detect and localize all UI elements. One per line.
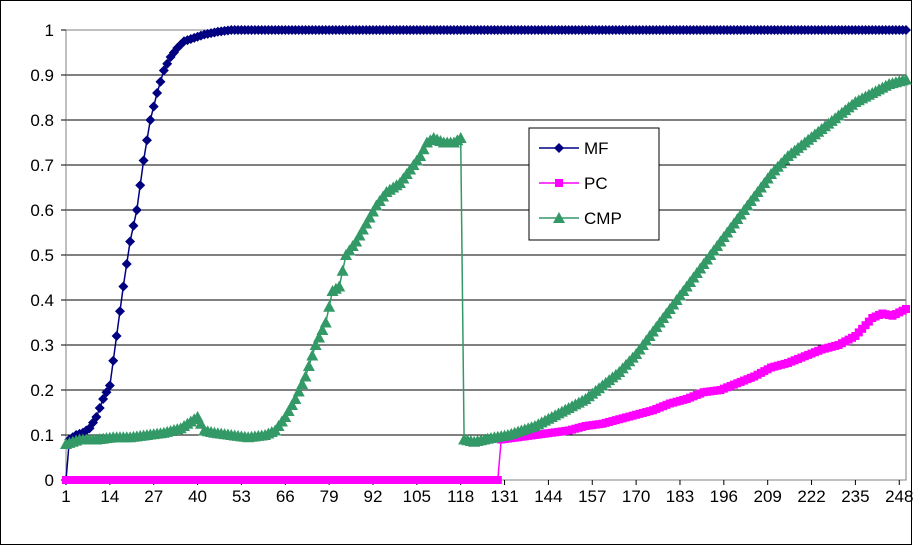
x-tick-label: 235 — [841, 487, 869, 506]
data-point-cmp — [323, 300, 336, 312]
x-tick-label: 248 — [885, 487, 913, 506]
data-point-pc — [493, 476, 502, 484]
data-point-cmp — [299, 370, 312, 382]
legend-box — [528, 127, 660, 241]
data-point-mf — [152, 88, 163, 98]
data-point-mf — [104, 380, 115, 391]
series-cmp — [60, 73, 912, 449]
data-point-mf — [121, 259, 132, 269]
data-point-cmp — [417, 143, 430, 155]
x-tick-label: 105 — [403, 487, 431, 506]
y-tick-label: 0.3 — [30, 336, 54, 355]
x-tick-label: 209 — [753, 487, 781, 506]
x-tick-label: 40 — [188, 487, 207, 506]
x-tick-label: 118 — [447, 487, 474, 506]
x-tick-label: 1 — [61, 487, 70, 506]
x-tick-label: 27 — [144, 487, 163, 506]
data-point-cmp — [350, 235, 363, 247]
data-point-mf — [131, 205, 142, 215]
data-point-cmp — [279, 411, 292, 422]
data-point-mf — [141, 135, 152, 146]
x-tick-label: 196 — [710, 487, 738, 506]
legend: MF PC CMP — [528, 127, 660, 241]
data-point-mf — [148, 101, 159, 112]
data-point-cmp — [319, 316, 332, 328]
data-point-cmp — [356, 223, 369, 235]
data-point-cmp — [360, 217, 373, 229]
x-tick-label: 79 — [320, 487, 339, 506]
data-point-mf — [108, 355, 119, 366]
x-tick-label: 131 — [490, 487, 518, 506]
data-point-cmp — [289, 393, 302, 404]
x-tick-label: 170 — [622, 487, 650, 506]
series-layer — [60, 25, 912, 485]
data-point-cmp — [363, 211, 376, 223]
y-tick-label: 0.2 — [30, 381, 54, 400]
data-point-cmp — [302, 360, 315, 371]
data-point-cmp — [900, 73, 912, 85]
legend-label-cmp: CMP — [584, 209, 622, 228]
x-tick-label: 53 — [232, 487, 251, 506]
legend-label-pc: PC — [584, 174, 608, 193]
data-point-mf — [135, 180, 146, 191]
data-point-mf — [114, 306, 125, 317]
axis-ticks: 0 0.1 0.2 0.3 0.4 0.5 0.6 0.7 0.8 0.9 1 1 14 27 40 53 66… — [30, 21, 913, 506]
legend-marker-pc — [555, 179, 563, 187]
data-point-cmp — [296, 378, 309, 389]
data-point-mf — [101, 387, 112, 398]
data-point-cmp — [286, 399, 299, 410]
data-point-cmp — [333, 280, 346, 292]
data-point-cmp — [414, 150, 427, 161]
data-point-cmp — [454, 132, 467, 143]
data-point-mf — [162, 58, 173, 69]
data-point-cmp — [282, 405, 295, 416]
data-point-mf — [125, 236, 136, 247]
data-point-mf — [158, 65, 169, 76]
x-tick-label: 222 — [797, 487, 825, 506]
data-point-mf — [138, 155, 149, 166]
y-tick-label: 0.4 — [30, 291, 54, 310]
data-point-cmp — [306, 349, 319, 361]
data-point-cmp — [316, 324, 329, 335]
data-point-mf — [91, 412, 102, 422]
series-pc — [62, 305, 910, 484]
data-point-cmp — [353, 229, 366, 241]
legend-label-mf: MF — [584, 139, 609, 158]
y-tick-label: 0.7 — [30, 156, 54, 175]
data-point-pc — [902, 305, 910, 313]
data-point-mf — [111, 331, 122, 341]
y-tick-label: 1 — [45, 21, 54, 40]
data-point-mf — [98, 394, 109, 404]
x-tick-label: 92 — [364, 487, 383, 506]
x-tick-label: 144 — [534, 487, 562, 506]
x-tick-label: 157 — [578, 487, 606, 506]
y-tick-label: 0.9 — [30, 66, 54, 85]
data-point-cmp — [292, 385, 305, 397]
data-point-cmp — [336, 264, 349, 276]
y-tick-label: 0 — [45, 471, 54, 490]
y-tick-label: 0.1 — [30, 426, 54, 445]
data-point-mf — [901, 25, 911, 35]
data-point-mf — [118, 281, 129, 292]
data-point-cmp — [366, 205, 379, 217]
data-point-mf — [155, 76, 166, 87]
legend-marker-mf — [554, 143, 564, 153]
series-mf — [61, 25, 911, 485]
x-tick-label: 183 — [666, 487, 694, 506]
legend-marker-cmp — [553, 212, 565, 223]
data-point-cmp — [309, 339, 322, 350]
x-tick-label: 66 — [276, 487, 295, 506]
x-tick-label: 14 — [100, 487, 119, 506]
gridlines — [66, 74, 906, 436]
data-point-mf — [94, 403, 105, 413]
data-point-cmp — [313, 331, 326, 343]
y-tick-label: 0.6 — [30, 201, 54, 220]
data-point-mf — [145, 115, 156, 125]
data-point-mf — [128, 220, 139, 231]
y-tick-label: 0.8 — [30, 111, 54, 130]
y-tick-label: 0.5 — [30, 246, 54, 265]
